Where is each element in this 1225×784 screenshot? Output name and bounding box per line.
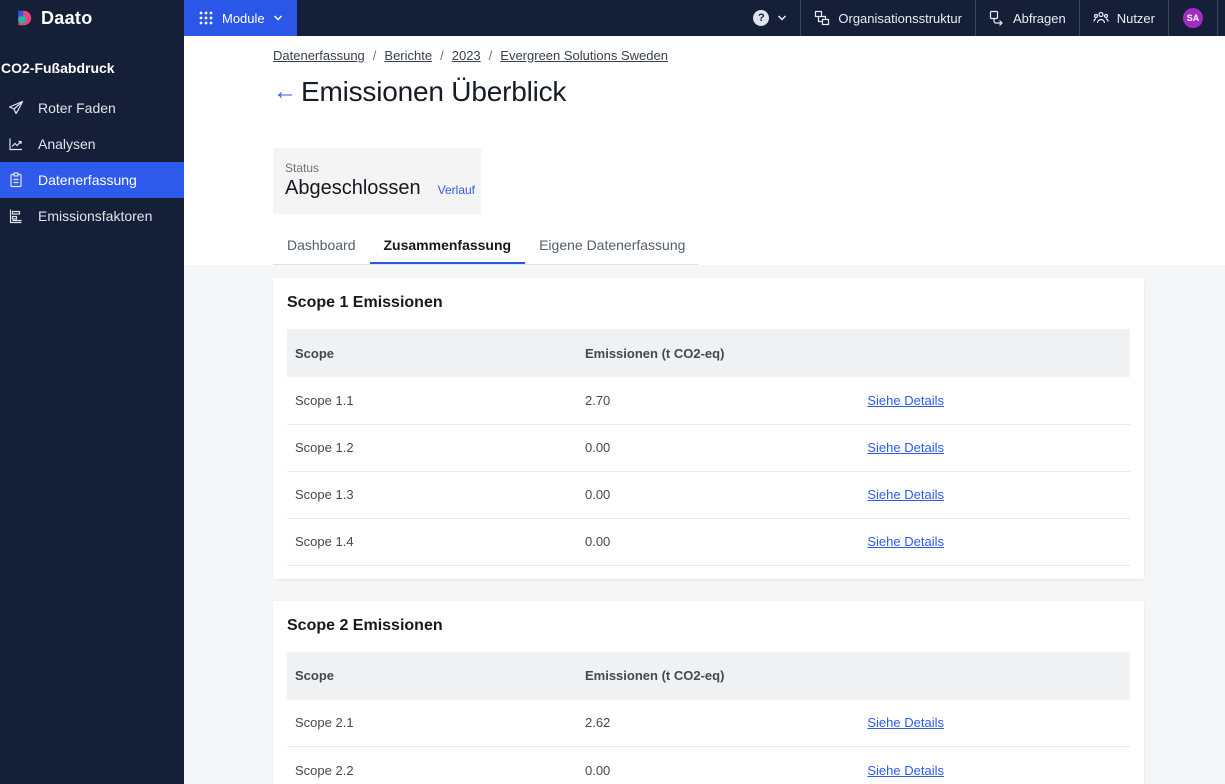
- value-cell: 2.62: [576, 699, 860, 747]
- value-cell: 2.70: [576, 377, 860, 425]
- column-header: [859, 651, 1130, 700]
- breadcrumb-link[interactable]: 2023: [451, 48, 481, 63]
- scope-cell: Scope 1.3: [287, 471, 577, 519]
- scope2-card: Scope 2 Emissionen Scope Emissionen (t C…: [273, 600, 1144, 784]
- status-card: Status Abgeschlossen Verlauf: [273, 148, 481, 214]
- breadcrumb-link[interactable]: Berichte: [384, 48, 433, 63]
- siehe-details-link[interactable]: Siehe Details: [867, 534, 944, 549]
- sidebar-item-analysen[interactable]: Analysen: [0, 126, 184, 162]
- topbar-divider: [800, 0, 802, 36]
- users-button[interactable]: Nutzer: [1080, 0, 1168, 36]
- daato-logo-icon: [18, 10, 32, 26]
- main-content: Datenerfassung / Berichte / 2023 / Everg…: [184, 36, 1225, 784]
- table-row: Scope 1.4 0.00 Siehe Details: [287, 518, 1130, 566]
- chevron-down-icon: [778, 15, 787, 21]
- user-avatar[interactable]: SA: [1183, 8, 1203, 28]
- siehe-details-link[interactable]: Siehe Details: [867, 762, 944, 778]
- table-row: Scope 1.2 0.00 Siehe Details: [287, 424, 1130, 472]
- page-header: Datenerfassung / Berichte / 2023 / Everg…: [184, 36, 1225, 265]
- sidebar-item-emissionsfaktoren[interactable]: Emissionsfaktoren: [0, 198, 184, 234]
- siehe-details-link[interactable]: Siehe Details: [867, 715, 944, 731]
- breadcrumb-link[interactable]: Datenerfassung: [273, 48, 365, 63]
- scope1-table: Scope Emissionen (t CO2-eq) Scope 1.1 2.…: [287, 329, 1130, 566]
- bar-chart-icon: [9, 209, 22, 224]
- value-cell: 0.00: [576, 746, 860, 784]
- column-header: Scope: [287, 329, 577, 377]
- module-button-label: Module: [222, 10, 265, 26]
- org-structure-label: Organisationsstruktur: [838, 10, 962, 26]
- content-area: Scope 1 Emissionen Scope Emissionen (t C…: [184, 265, 1225, 784]
- scope2-table: Scope Emissionen (t CO2-eq) Scope 2.1 2.…: [287, 651, 1130, 784]
- org-chart-icon: [815, 10, 830, 26]
- breadcrumb-link[interactable]: Evergreen Solutions Sweden: [500, 48, 668, 63]
- sidebar-item-label: Datenerfassung: [38, 172, 137, 188]
- status-value: Abgeschlossen: [285, 177, 421, 199]
- page-title: Emissionen Überblick: [301, 76, 567, 107]
- column-header: Emissionen (t CO2-eq): [576, 329, 860, 377]
- queries-label: Abfragen: [1012, 10, 1066, 26]
- scope-cell: Scope 1.2: [287, 424, 577, 472]
- column-header: Emissionen (t CO2-eq): [576, 651, 860, 700]
- logo: Daato: [0, 0, 184, 36]
- logo-text: Daato: [41, 7, 93, 28]
- column-header: Scope: [287, 651, 577, 700]
- sidebar-item-label: Emissionsfaktoren: [38, 208, 153, 224]
- back-arrow-icon[interactable]: ←: [273, 78, 297, 105]
- topbar-divider: [974, 0, 976, 36]
- help-menu[interactable]: ?: [740, 0, 800, 36]
- siehe-details-link[interactable]: Siehe Details: [867, 440, 944, 455]
- scope-cell: Scope 1.4: [287, 518, 577, 566]
- sidebar-heading: CO2-Fußabdruck: [1, 60, 115, 76]
- tab-zusammenfassung[interactable]: Zusammenfassung: [369, 228, 526, 264]
- grid-icon: [199, 11, 213, 25]
- scope-cell: Scope 2.2: [287, 746, 577, 784]
- tab-eigene-datenerfassung[interactable]: Eigene Datenerfassung: [539, 237, 686, 253]
- sidebar-item-label: Roter Faden: [38, 100, 116, 116]
- breadcrumb: Datenerfassung / Berichte / 2023 / Everg…: [273, 48, 668, 63]
- users-icon: [1093, 11, 1109, 24]
- column-header: [859, 329, 1130, 377]
- scope1-card: Scope 1 Emissionen Scope Emissionen (t C…: [273, 278, 1144, 579]
- org-structure-button[interactable]: Organisationsstruktur: [801, 0, 975, 36]
- topbar-divider: [1168, 0, 1169, 36]
- scope-cell: Scope 1.1: [287, 377, 577, 425]
- sidebar-item-datenerfassung[interactable]: Datenerfassung: [0, 162, 184, 198]
- query-icon: [989, 10, 1003, 26]
- clipboard-icon: [10, 172, 22, 188]
- queries-button[interactable]: Abfragen: [976, 0, 1079, 36]
- value-cell: 0.00: [576, 471, 860, 519]
- topbar-divider: [1217, 0, 1218, 36]
- topbar-divider: [1078, 0, 1080, 36]
- status-history-link[interactable]: Verlauf: [437, 183, 476, 197]
- trend-chart-icon: [9, 138, 22, 151]
- status-label: Status: [285, 161, 320, 175]
- module-button[interactable]: Module: [184, 0, 297, 36]
- table-header-row: Scope Emissionen (t CO2-eq): [287, 651, 1130, 700]
- value-cell: 0.00: [576, 424, 860, 472]
- topbar: Daato Module ? Organisationsstruktur Ab: [0, 0, 1225, 36]
- tab-dashboard[interactable]: Dashboard: [287, 237, 356, 253]
- table-row: Scope 2.1 2.62 Siehe Details: [287, 699, 1130, 747]
- scope-cell: Scope 2.1: [287, 699, 577, 747]
- table-row: Scope 1.3 0.00 Siehe Details: [287, 471, 1130, 519]
- chevron-down-icon: [273, 15, 282, 21]
- siehe-details-link[interactable]: Siehe Details: [867, 392, 944, 408]
- table-row: Scope 2.2 0.00 Siehe Details: [287, 746, 1130, 784]
- sidebar-item-label: Analysen: [38, 136, 96, 152]
- table-row: Scope 1.1 2.70 Siehe Details: [287, 377, 1130, 425]
- sidebar-item-roter-faden[interactable]: Roter Faden: [0, 90, 184, 126]
- users-label: Nutzer: [1116, 10, 1155, 26]
- section-title: Scope 1 Emissionen: [287, 294, 443, 311]
- siehe-details-link[interactable]: Siehe Details: [867, 487, 944, 502]
- sidebar: CO2-Fußabdruck Roter Faden Analysen Date…: [0, 36, 184, 784]
- tab-bar: Dashboard Zusammenfassung Eigene Datener…: [273, 228, 700, 265]
- table-header-row: Scope Emissionen (t CO2-eq): [287, 329, 1130, 377]
- value-cell: 0.00: [576, 518, 860, 566]
- section-title: Scope 2 Emissionen: [287, 616, 443, 634]
- paper-plane-icon: [8, 100, 24, 115]
- help-icon: ?: [753, 10, 770, 26]
